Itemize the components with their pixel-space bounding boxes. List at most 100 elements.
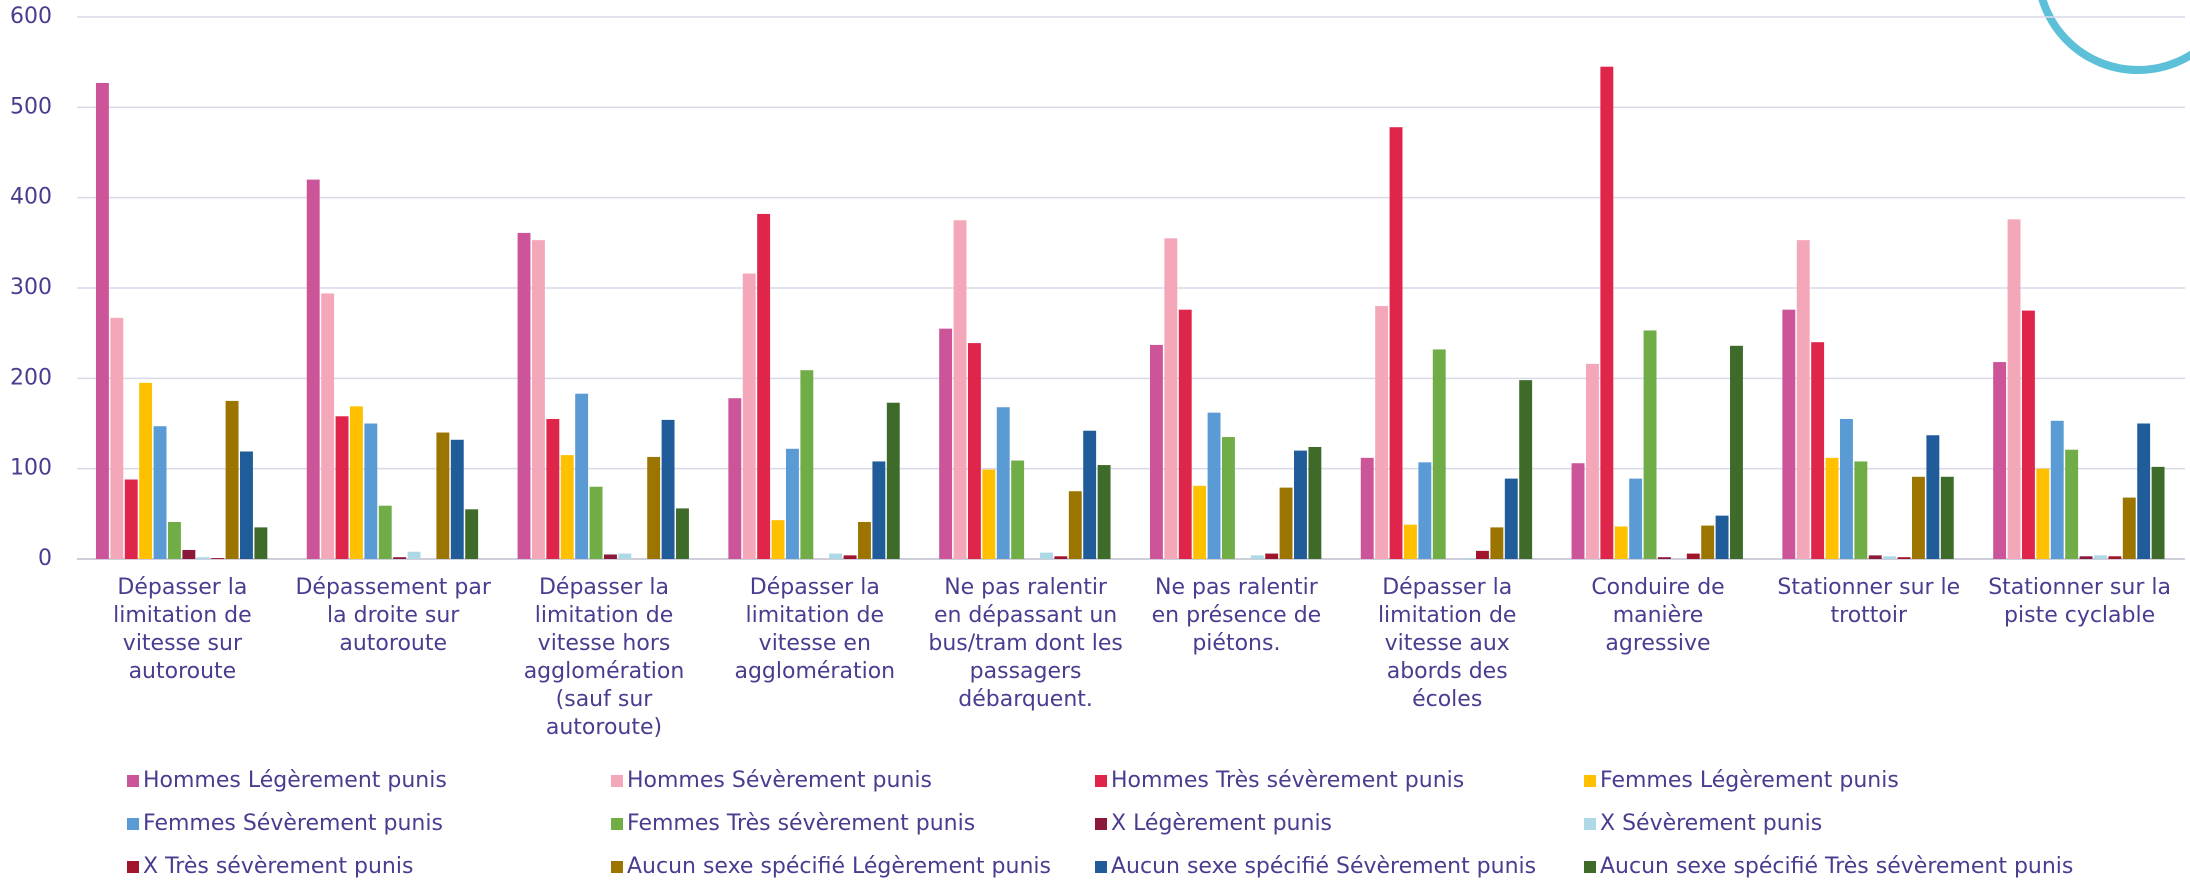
bar xyxy=(1883,556,1897,559)
bar xyxy=(182,549,196,559)
bar xyxy=(1011,460,1025,559)
legend-label: Femmes Légèrement punis xyxy=(1600,768,1899,793)
bar xyxy=(2151,466,2165,559)
bar xyxy=(1519,380,1533,559)
bar xyxy=(1308,446,1322,559)
bar xyxy=(886,402,900,559)
bar xyxy=(153,426,167,559)
bar xyxy=(858,521,871,559)
bar xyxy=(1839,418,1853,559)
bar xyxy=(1993,362,2007,559)
bar xyxy=(728,398,742,559)
legend-label: Femmes Sévèrement punis xyxy=(143,811,443,836)
bar xyxy=(2094,555,2107,559)
bar xyxy=(546,418,560,559)
bar xyxy=(240,451,253,559)
bar xyxy=(2007,219,2021,559)
bar xyxy=(560,455,574,559)
bar xyxy=(1149,344,1163,559)
legend-label: Hommes Légèrement punis xyxy=(143,768,447,793)
bar xyxy=(349,406,363,559)
bar xyxy=(1476,550,1489,559)
bar xyxy=(1868,555,1882,559)
bar xyxy=(1279,487,1293,559)
decoration-arc xyxy=(2038,0,2190,74)
y-tick-label: 500 xyxy=(10,94,52,119)
bar xyxy=(1912,476,1925,559)
x-tick-label: Stationner sur le trottoir xyxy=(1777,575,1960,628)
bar xyxy=(95,82,109,560)
bar xyxy=(2021,310,2035,559)
bar xyxy=(1490,527,1504,559)
x-tick-label: Conduire de manière agressive xyxy=(1591,575,1724,656)
bar xyxy=(2050,420,2064,559)
bar xyxy=(1054,556,1068,559)
bar xyxy=(1250,555,1264,559)
bar xyxy=(517,232,531,559)
legend-swatch xyxy=(127,775,139,787)
legend-swatch xyxy=(611,775,623,787)
bar xyxy=(785,448,799,559)
x-tick-label: Dépasser la limitation de vitesse sur autor… xyxy=(113,575,252,684)
bar xyxy=(2108,556,2122,559)
bar xyxy=(1571,463,1585,559)
bar xyxy=(1432,349,1446,559)
bar xyxy=(618,553,632,559)
legend-label: Femmes Très sévèrement punis xyxy=(627,811,975,836)
bar xyxy=(335,416,349,559)
bar xyxy=(436,432,450,559)
bar xyxy=(225,400,239,559)
bar xyxy=(829,553,843,559)
bar xyxy=(604,554,617,559)
bar xyxy=(661,419,675,559)
y-tick-label: 400 xyxy=(10,185,52,210)
bar xyxy=(2079,556,2093,559)
bar xyxy=(1811,342,1825,559)
bar xyxy=(450,439,464,559)
legend-swatch xyxy=(127,818,139,830)
bar xyxy=(1643,330,1657,559)
bar xyxy=(1178,309,1192,559)
bar xyxy=(1701,525,1715,559)
legend-label: Aucun sexe spécifié Très sévèrement puni… xyxy=(1600,854,2073,879)
bar xyxy=(1686,553,1700,559)
bar xyxy=(982,469,996,559)
bar xyxy=(1375,306,1389,559)
bar xyxy=(1730,345,1743,559)
bar xyxy=(2137,423,2151,559)
bar xyxy=(465,509,479,559)
bar xyxy=(110,317,124,559)
y-tick-label: 0 xyxy=(38,546,52,571)
bar xyxy=(1600,66,1614,559)
legend-label: Aucun sexe spécifié Sévèrement punis xyxy=(1111,854,1536,879)
bar xyxy=(378,505,392,559)
bar xyxy=(1040,552,1053,559)
bar xyxy=(1715,515,1729,559)
bar xyxy=(1658,557,1671,559)
bar xyxy=(1418,462,1432,559)
y-tick-label: 200 xyxy=(10,365,52,390)
bar xyxy=(364,423,378,559)
bar xyxy=(1221,437,1235,559)
legend-swatch xyxy=(1584,818,1596,830)
bar xyxy=(1265,553,1279,559)
x-tick-label: Ne pas ralentir en présence de piétons. xyxy=(1152,575,1322,656)
bar xyxy=(1193,485,1207,559)
bar xyxy=(321,293,335,559)
bar xyxy=(800,370,814,559)
legend-swatch xyxy=(1095,775,1107,787)
legend-label: Hommes Très sévèrement punis xyxy=(1111,768,1464,793)
bar xyxy=(589,486,603,559)
legend-swatch xyxy=(1095,861,1107,873)
y-tick-label: 100 xyxy=(10,456,52,481)
bar xyxy=(306,179,320,559)
bar xyxy=(1854,461,1868,559)
bar xyxy=(1614,526,1628,559)
bar xyxy=(953,220,967,559)
bar xyxy=(196,557,210,559)
bar xyxy=(1360,457,1374,559)
bar xyxy=(1926,435,1940,559)
x-tick-label: Stationner sur la piste cyclable xyxy=(1988,575,2171,628)
legend-label: Hommes Sévèrement punis xyxy=(627,768,932,793)
bar xyxy=(647,456,661,559)
